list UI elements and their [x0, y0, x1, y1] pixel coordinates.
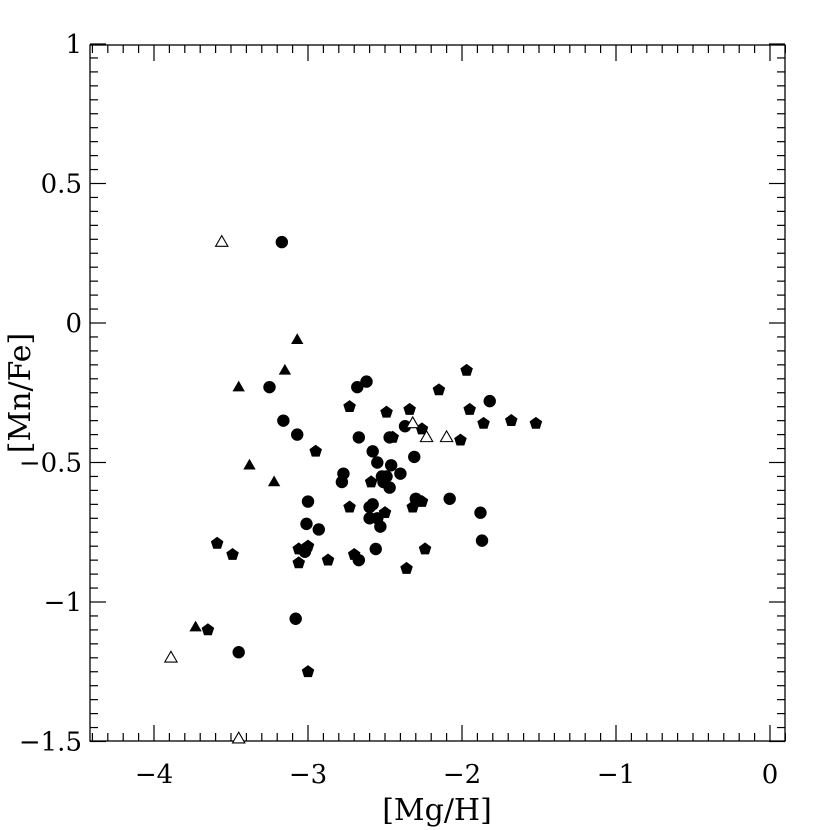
pentagon-point [418, 542, 432, 555]
circle-point [474, 506, 487, 519]
circle-point [398, 420, 412, 433]
x-tick-label: −1 [597, 760, 635, 790]
circle-point [352, 431, 366, 444]
filled-triangle-point [291, 333, 304, 344]
circle-point [301, 495, 315, 508]
pentagon-point [380, 405, 393, 418]
pentagon-point [347, 547, 361, 560]
pentagon-point [301, 539, 315, 552]
pentagon-point [403, 402, 416, 415]
open-triangle-point [163, 650, 179, 663]
circle-point [263, 380, 276, 394]
pentagon-point [529, 416, 543, 429]
circle-point [360, 375, 373, 388]
pentagon-point [226, 547, 239, 560]
pentagon-point [463, 402, 476, 415]
circle-point [366, 445, 379, 458]
pentagon-point [364, 475, 378, 488]
circle-point [475, 534, 489, 547]
y-tick-label: −1 [44, 588, 82, 618]
circle-point [232, 646, 245, 659]
filled-triangle-point [232, 380, 245, 392]
pentagon-point [343, 400, 356, 413]
pentagon-point [210, 536, 224, 549]
circle-point [351, 380, 364, 394]
circle-point [483, 394, 496, 408]
y-tick-label: −1.5 [19, 728, 82, 758]
y-tick-label: 0.5 [41, 170, 82, 200]
circle-point [291, 428, 304, 441]
pentagon-point [454, 433, 467, 446]
circle-point [289, 612, 302, 625]
pentagon-point [292, 542, 306, 555]
circle-point [383, 481, 396, 494]
circle-point [408, 450, 421, 464]
circle-point [300, 517, 313, 531]
circle-point [335, 475, 349, 489]
x-tick-label: −4 [135, 760, 173, 790]
y-tick-label: 1 [65, 30, 82, 60]
pentagon-point [378, 506, 392, 519]
pentagon-point [309, 444, 322, 457]
x-axis-title: [Mg/H] [382, 793, 492, 828]
pentagon-point [321, 553, 335, 566]
x-tick-label: 0 [762, 760, 779, 790]
data-points [163, 234, 543, 744]
x-tick-label: −2 [443, 760, 481, 790]
open-triangle-point [419, 429, 434, 443]
open-triangle-point [405, 415, 420, 429]
filled-triangle-point [243, 458, 256, 470]
circle-point [312, 523, 325, 536]
circle-point [275, 235, 289, 249]
circle-point [371, 456, 384, 469]
circle-point [394, 467, 407, 480]
y-tick-labels: 1 0.5 0 −0.5 −1 −1.5 [19, 30, 82, 758]
axis-ticks [90, 43, 787, 743]
filled-triangle-point [267, 475, 281, 487]
y-tick-label: −0.5 [19, 449, 82, 479]
open-triangle-point [214, 234, 229, 247]
circle-point [363, 500, 376, 514]
pentagon-point [292, 556, 306, 569]
pentagon-point [477, 416, 490, 429]
circle-point [443, 492, 456, 505]
open-triangle-point [439, 429, 454, 443]
pentagon-point [432, 383, 446, 396]
pentagon-point [415, 494, 429, 507]
pentagon-point [400, 561, 413, 574]
open-triangle-point [231, 731, 246, 744]
circle-point [374, 520, 387, 533]
y-axis-title: [Mn/Fe] [3, 333, 38, 453]
y-tick-label: 0 [65, 309, 82, 339]
pentagon-point [415, 422, 429, 435]
x-tick-label: −3 [289, 760, 327, 790]
pentagon-point [301, 665, 315, 678]
x-tick-labels: −4 −3 −2 −1 0 [135, 760, 778, 790]
pentagon-point [505, 414, 518, 426]
pentagon-point [406, 500, 419, 513]
circle-point [369, 542, 382, 556]
pentagon-point [201, 623, 215, 636]
pentagon-point [386, 430, 399, 443]
circle-point [384, 459, 398, 472]
circle-point [277, 414, 290, 427]
filled-triangle-point [278, 363, 292, 375]
filled-triangle-point [189, 620, 202, 632]
pentagon-point [343, 500, 356, 513]
pentagon-point [460, 363, 473, 376]
